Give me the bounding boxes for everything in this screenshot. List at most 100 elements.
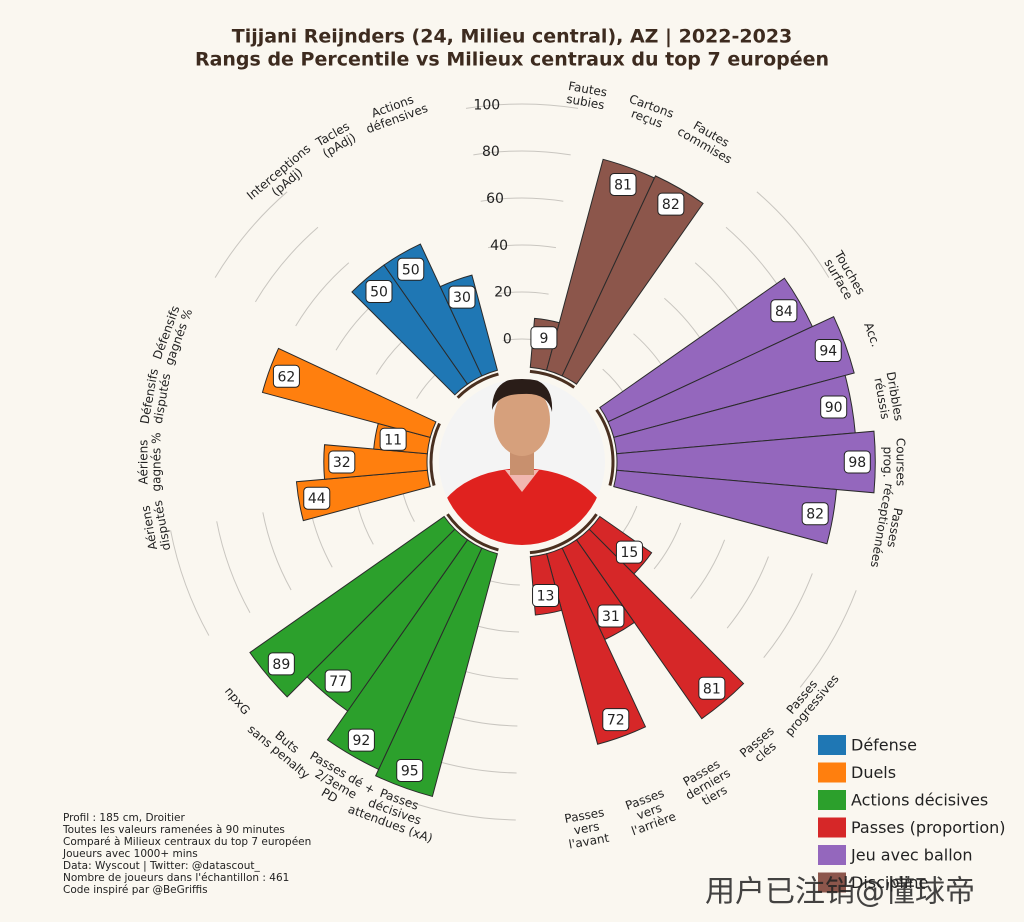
- value-label-box: [770, 299, 798, 323]
- bar: [613, 469, 838, 545]
- value-label: 72: [607, 713, 625, 729]
- r-tick-label: 20: [494, 285, 512, 301]
- bar: [261, 347, 437, 439]
- value-label: 15: [621, 545, 639, 561]
- group-arc: [456, 372, 499, 399]
- r-tick-label: 100: [473, 97, 500, 113]
- grid-line: [653, 522, 682, 570]
- grid-line: [495, 291, 549, 295]
- legend-swatch: [818, 872, 846, 893]
- bars: [249, 158, 876, 798]
- value-label: 11: [384, 432, 402, 448]
- value-label-box: [530, 326, 558, 350]
- value-label: 82: [806, 507, 824, 523]
- value-label-box: [609, 172, 637, 196]
- grid-line: [254, 226, 319, 303]
- r-tick-label: 60: [486, 191, 504, 207]
- category-label: Aériensgagnés %: [136, 432, 163, 491]
- group-arc: [429, 422, 441, 486]
- category-label: Coursesprog.: [881, 438, 908, 486]
- legend-swatch: [818, 845, 846, 865]
- player-photo: [439, 379, 605, 545]
- group-arc: [446, 513, 499, 552]
- value-label-box: [379, 427, 407, 451]
- value-label: 89: [272, 657, 290, 673]
- value-label-box: [814, 339, 842, 363]
- grid-line: [170, 530, 210, 636]
- value-label-box: [657, 192, 685, 216]
- legend-label: Passes (proportion): [851, 818, 1006, 837]
- legend-swatch: [818, 790, 846, 810]
- value-label: 95: [401, 763, 419, 779]
- legend-label: Défense: [851, 736, 917, 755]
- value-label-box: [396, 758, 424, 782]
- group-arc: [529, 369, 576, 389]
- note: Joueurs avec 1000+ mins: [62, 848, 198, 860]
- category-label: Fautessubies: [565, 78, 608, 111]
- value-label-box: [532, 583, 560, 607]
- grid-line: [726, 556, 769, 629]
- chart-subtitle: Rangs de Percentile vs Milieux centraux …: [195, 49, 829, 71]
- category-label: Passesdernierstiers: [676, 754, 739, 813]
- legend-swatch: [818, 762, 846, 783]
- note: Comparé à Milieux centraux du top 7 euro…: [63, 836, 311, 848]
- value-label: 31: [602, 609, 620, 625]
- value-label-box: [272, 364, 300, 388]
- value-label-box: [448, 285, 476, 309]
- grid-line: [216, 521, 251, 614]
- grid-line: [295, 262, 350, 327]
- bar: [375, 547, 499, 798]
- value-label-box: [267, 652, 295, 676]
- grid-line: [690, 539, 726, 599]
- legend: Défense Duels Actions décisives Passes (pro…: [818, 735, 1006, 893]
- value-label: 90: [825, 400, 843, 416]
- note: Toutes les valeurs ramenées à 90 minutes: [62, 824, 285, 836]
- r-tick-label: 40: [490, 238, 508, 254]
- grid-line: [405, 800, 516, 821]
- note: Data: Wyscout | Twitter: @datascout_: [63, 860, 260, 872]
- bar: [561, 175, 704, 385]
- bar: [575, 528, 745, 720]
- note: Profil : 185 cm, Droitier: [63, 812, 185, 824]
- group-arc: [595, 408, 615, 486]
- value-label: 94: [819, 344, 837, 360]
- value-label: 44: [308, 491, 326, 507]
- value-label: 9: [539, 331, 548, 347]
- grid-line: [214, 191, 288, 278]
- value-label-box: [820, 395, 848, 419]
- value-label-box: [698, 676, 726, 700]
- legend-swatch: [818, 735, 846, 755]
- r-tick-label: 0: [503, 331, 512, 347]
- grid-line: [487, 244, 557, 249]
- grid-line: [763, 573, 813, 659]
- legend-swatch: [818, 817, 846, 838]
- legend-label: Discipline: [851, 873, 928, 892]
- value-label: 81: [703, 681, 721, 697]
- value-label: 62: [278, 369, 296, 385]
- bar: [326, 539, 483, 771]
- value-label-box: [597, 604, 625, 628]
- chart-title: Tijjani Reijnders (24, Milieu central), …: [232, 26, 793, 48]
- value-label-box: [615, 540, 643, 564]
- grid-line: [465, 103, 579, 109]
- legend-label: Duels: [851, 763, 896, 782]
- value-label-box: [365, 280, 393, 304]
- value-label: 81: [614, 177, 632, 193]
- note: Code inspiré par @BeGriffis: [63, 884, 208, 896]
- value-label-box: [328, 450, 356, 474]
- watermark: 用户已注销@懂球帝: [705, 875, 975, 910]
- bar: [607, 315, 855, 439]
- r-tick-label: 80: [482, 144, 500, 160]
- value-label-box: [602, 708, 630, 732]
- value-label: 32: [333, 455, 351, 471]
- note: Nombre de joueurs dans l'échantillon : 4…: [63, 872, 289, 884]
- value-label: 13: [537, 588, 555, 604]
- category-label: Passesversl'avant: [563, 805, 610, 852]
- bar: [545, 547, 647, 745]
- value-label: 98: [848, 455, 866, 471]
- value-label-box: [347, 728, 375, 752]
- grid-line: [480, 197, 564, 202]
- value-label-box: [843, 450, 871, 474]
- grid-line: [262, 512, 292, 591]
